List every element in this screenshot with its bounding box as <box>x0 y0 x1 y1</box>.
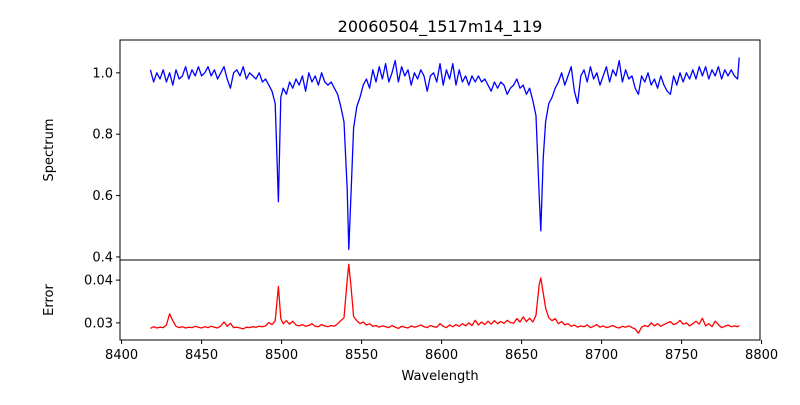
y-tick-label: 0.6 <box>92 189 113 204</box>
x-axis-label: Wavelength <box>401 369 478 384</box>
axes-frame <box>119 259 761 341</box>
x-tick-label: 8550 <box>345 348 378 363</box>
y-tick-label: 0.8 <box>92 128 113 143</box>
x-tick-label: 8650 <box>505 348 538 363</box>
x-tick-label: 8600 <box>425 348 458 363</box>
x-tick-label: 8800 <box>745 348 778 363</box>
y-tick-label: 0.03 <box>84 316 113 331</box>
x-tick-label: 8750 <box>665 348 698 363</box>
x-tick-label: 8450 <box>185 348 218 363</box>
chart-title: 20060504_1517m14_119 <box>338 17 543 37</box>
y-tick-label: 1.0 <box>92 66 113 81</box>
y-tick-label: 0.04 <box>84 274 113 289</box>
y-axis-label-error: Error <box>42 284 57 316</box>
x-tick-label: 8700 <box>585 348 618 363</box>
error-line <box>150 263 740 334</box>
x-tick-label: 8400 <box>105 348 138 363</box>
y-axis-label-spectrum: Spectrum <box>42 119 57 182</box>
spectrum-line <box>149 57 740 250</box>
x-tick-label: 8500 <box>265 348 298 363</box>
y-tick-label: 0.4 <box>92 250 113 265</box>
